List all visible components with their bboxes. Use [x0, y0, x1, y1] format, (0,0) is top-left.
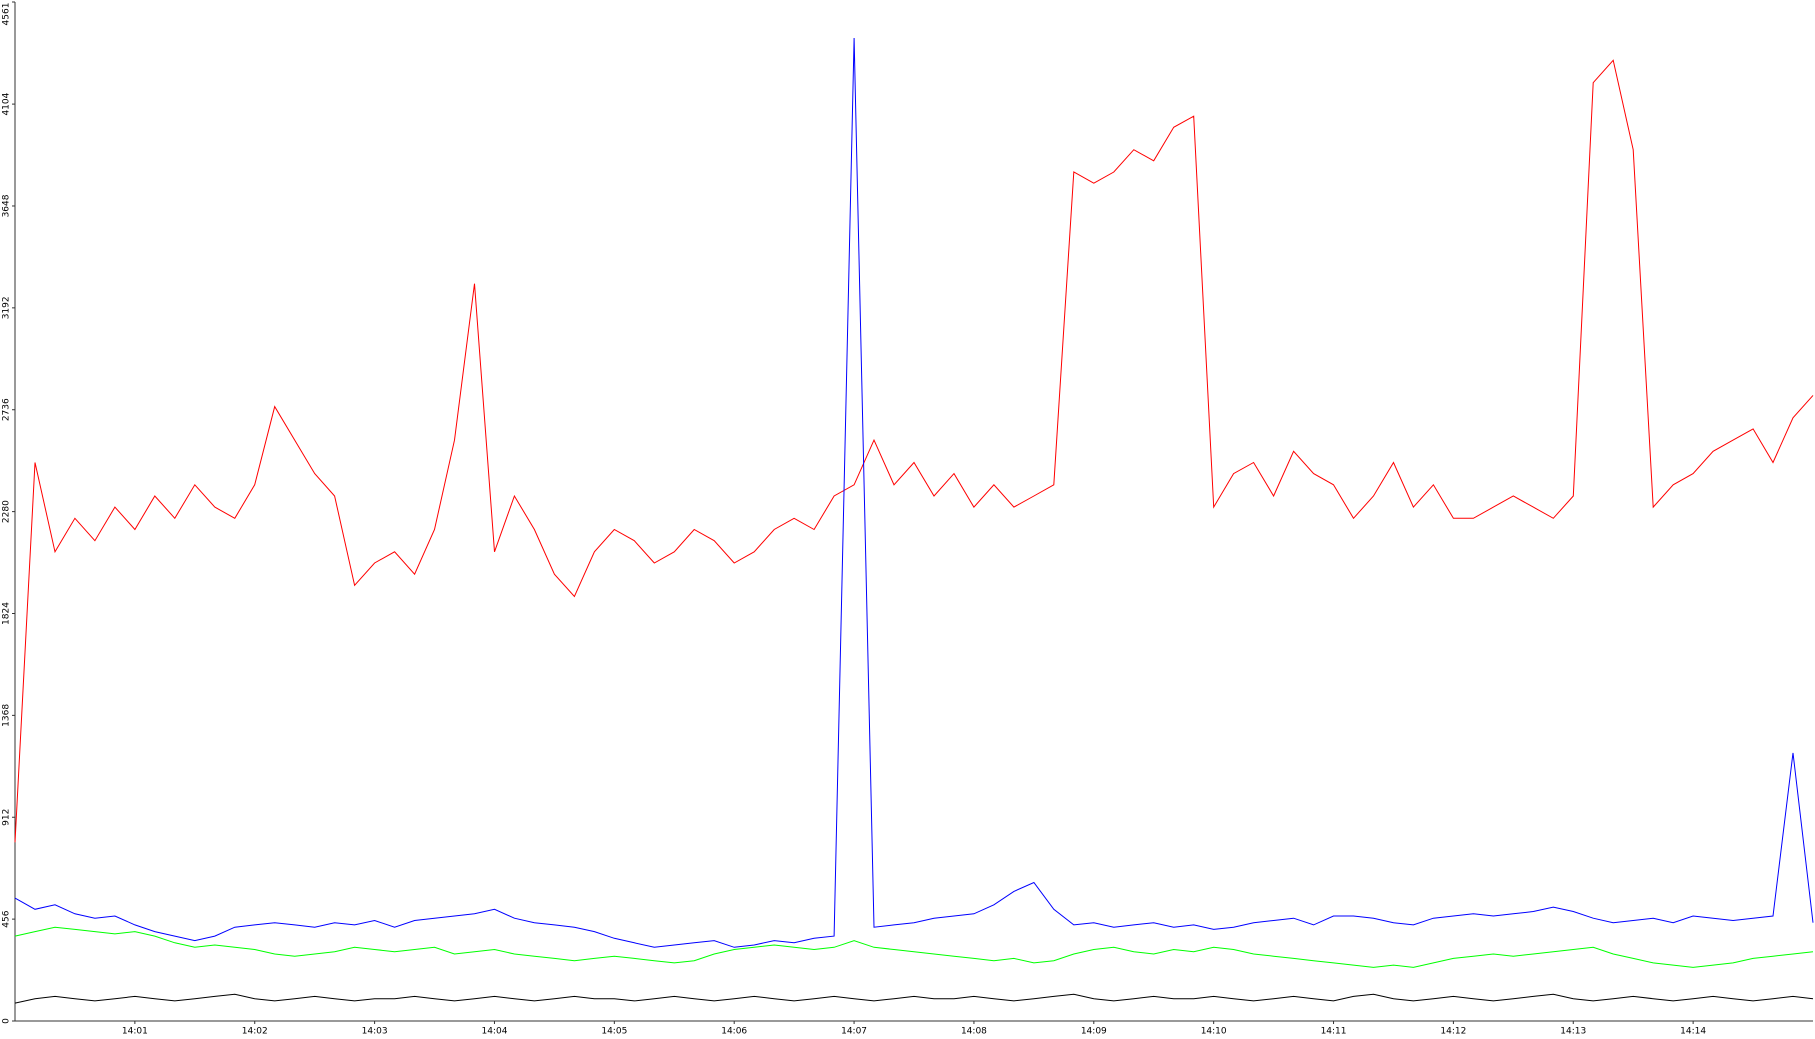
series-line — [14, 926, 1814, 968]
y-tick-label: 2280 — [2, 500, 12, 523]
x-tick-label: 14:14 — [1680, 1027, 1706, 1037]
x-tick-label: 14:04 — [481, 1027, 507, 1037]
y-tick-label: 456 — [2, 910, 12, 927]
x-tick-label: 14:08 — [961, 1027, 987, 1037]
x-tick-label: 14:11 — [1321, 1027, 1347, 1037]
x-tick-label: 14:13 — [1560, 1027, 1586, 1037]
y-tick-label: 3192 — [2, 296, 12, 319]
x-tick-label: 14:03 — [362, 1027, 388, 1037]
y-tick-label: 912 — [2, 809, 12, 826]
y-tick-label: 4104 — [2, 92, 12, 115]
series-line — [14, 993, 1814, 1004]
x-tick-label: 14:10 — [1201, 1027, 1227, 1037]
y-tick-label: 0 — [2, 1018, 12, 1024]
x-tick-label: 14:07 — [841, 1027, 867, 1037]
x-tick-label: 14:01 — [122, 1027, 148, 1037]
y-tick-label: 1824 — [2, 602, 12, 625]
x-tick-label: 14:06 — [721, 1027, 747, 1037]
y-tick-label: 3648 — [2, 194, 12, 217]
x-tick-label: 14:12 — [1440, 1027, 1466, 1037]
x-tick-label: 14:05 — [601, 1027, 627, 1037]
y-tick-label: 4561 — [2, 3, 12, 26]
x-tick-label: 14:09 — [1081, 1027, 1107, 1037]
series-line — [14, 59, 1814, 843]
x-tick-label: 14:02 — [242, 1027, 268, 1037]
series-line — [14, 37, 1814, 948]
y-tick-label: 1368 — [2, 704, 12, 727]
y-tick-label: 2736 — [2, 398, 12, 421]
